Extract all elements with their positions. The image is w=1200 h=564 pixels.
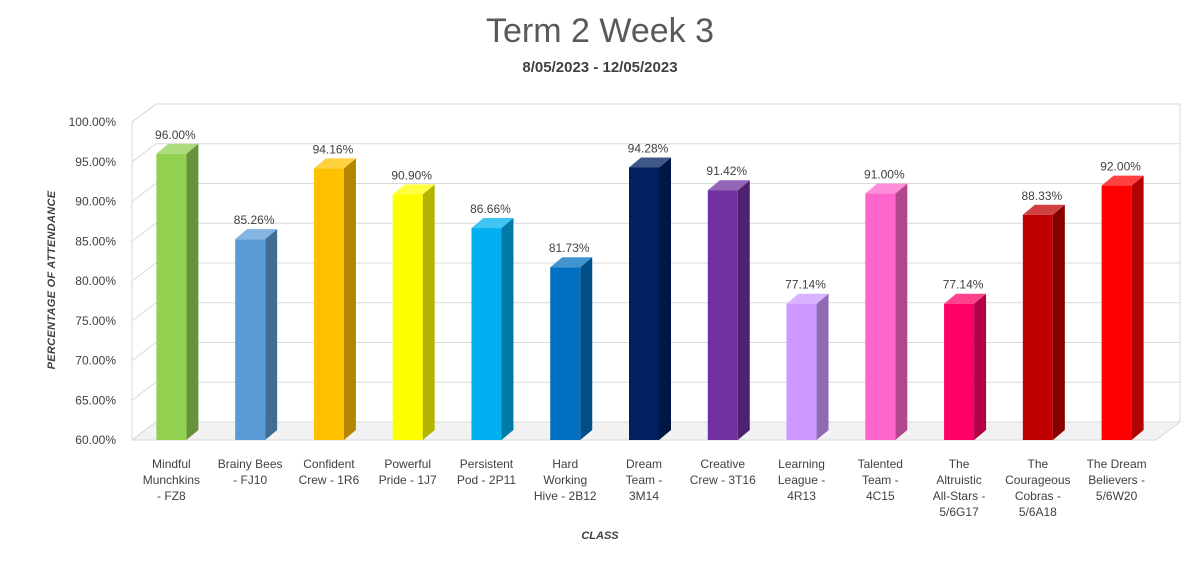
bar-side: [974, 293, 987, 440]
y-tick-label: 95.00%: [75, 155, 116, 169]
bar-side: [895, 183, 908, 441]
x-tick-label: Hard Working Hive - 2B12: [534, 457, 597, 503]
bar: [392, 194, 423, 440]
gridline: [131, 103, 1180, 123]
data-label: 81.73%: [549, 241, 590, 255]
chart-subtitle: 8/05/2023 - 12/05/2023: [522, 59, 678, 76]
data-label: 77.14%: [785, 278, 826, 292]
bar-top: [235, 229, 278, 240]
data-label: 88.33%: [1021, 189, 1062, 203]
y-tick-label: 65.00%: [75, 393, 116, 407]
bar-top: [944, 293, 987, 304]
y-tick-label: 75.00%: [75, 314, 116, 328]
gridline: [131, 381, 1180, 401]
bar: [786, 303, 817, 440]
bar-top: [865, 183, 908, 194]
bar-side: [422, 184, 435, 440]
bar-top: [629, 157, 671, 168]
data-label: 91.00%: [864, 168, 905, 182]
bar: [629, 167, 659, 440]
x-tick-label: Dream Team -3M14: [626, 457, 663, 503]
bar-side: [737, 180, 750, 440]
bar-top: [707, 180, 750, 191]
y-tick-label: 60.00%: [75, 433, 116, 447]
gridline: [131, 342, 1180, 361]
data-label: 94.28%: [628, 141, 669, 155]
bar-side: [1052, 204, 1065, 440]
bar: [313, 168, 344, 441]
x-tick-label: Talented Team -4C15: [858, 457, 903, 503]
gridline: [131, 143, 1180, 163]
bar-side: [265, 229, 278, 440]
x-tick-label: The Altruistic All-Stars -5/6G17: [933, 457, 986, 519]
x-tick-label: Learning League -4R13: [778, 457, 825, 503]
y-tick-label: 90.00%: [75, 195, 116, 209]
gridline: [131, 302, 1180, 322]
bar: [471, 228, 502, 440]
data-label: 96.00%: [155, 128, 196, 142]
chart-title: Term 2 Week 3: [485, 12, 714, 50]
bar-side: [343, 158, 356, 441]
bar: [944, 303, 975, 440]
bar-top: [471, 218, 514, 229]
y-tick-label: 85.00%: [75, 234, 116, 248]
data-label: 92.00%: [1100, 160, 1141, 174]
bar: [1022, 214, 1053, 440]
bar: [156, 153, 187, 441]
y-tick-label: 70.00%: [75, 354, 116, 368]
data-label: 85.26%: [234, 213, 275, 227]
bar: [707, 190, 738, 440]
gridline: [131, 262, 1180, 282]
bar-side: [186, 143, 199, 441]
bar-top: [392, 184, 435, 195]
bar-top: [313, 158, 356, 169]
y-tick-label: 80.00%: [75, 274, 116, 288]
bar: [235, 239, 266, 440]
x-axis-label: CLASS: [581, 530, 619, 542]
bar-side: [1131, 175, 1144, 440]
bar-top: [786, 293, 829, 304]
x-tick-label: Creative Crew - 3T16: [690, 457, 756, 487]
data-label: 86.66%: [470, 202, 511, 216]
data-label: 94.16%: [313, 142, 354, 156]
bar-side: [659, 157, 671, 440]
bar-side: [816, 293, 829, 440]
x-tick-label: The Dream Believers -5/6W20: [1087, 457, 1147, 503]
bar-top: [1022, 204, 1065, 215]
data-label: 77.14%: [943, 278, 984, 292]
bar: [1101, 185, 1132, 440]
bar: [865, 193, 896, 440]
x-tick-label: Mindful Munchkins - FZ8: [143, 457, 200, 503]
bar-top: [1101, 175, 1144, 186]
bar-top: [550, 257, 593, 268]
y-tick-label: 100.00%: [69, 115, 117, 129]
data-label: 90.90%: [391, 168, 432, 182]
gridline: [131, 222, 1180, 242]
x-tick-label: Brainy Bees - FJ10: [218, 457, 283, 487]
x-tick-label: Persistent Pod - 2P11: [457, 457, 516, 487]
bar-top: [156, 143, 199, 154]
bar: [550, 267, 581, 440]
bar-side: [580, 257, 593, 440]
x-tick-label: Confident Crew - 1R6: [299, 457, 360, 487]
gridline: [131, 183, 1180, 202]
data-label: 91.42%: [706, 164, 747, 178]
x-tick-label: The Courageous Cobras -5/6A18: [1005, 457, 1070, 519]
bar-side: [501, 218, 514, 440]
x-tick-label: Powerful Pride - 1J7: [379, 457, 437, 487]
